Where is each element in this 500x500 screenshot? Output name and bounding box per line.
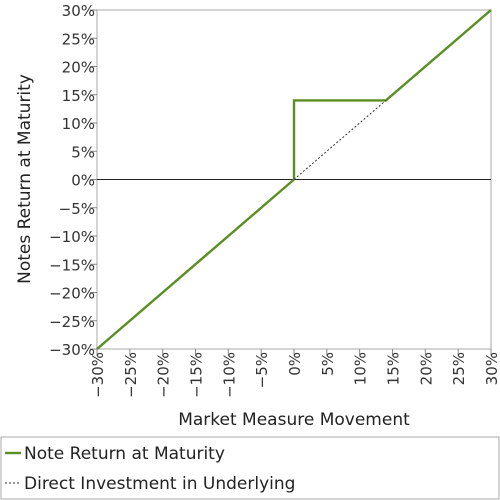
y-tick-label: 10% [62, 115, 95, 133]
x-tick-label: −20% [155, 352, 173, 398]
y-tick-label: −5% [59, 200, 95, 218]
series-layer [96, 9, 492, 350]
x-tick-label: 30% [483, 352, 500, 385]
axis-ticks: −30% −25% −20% −15% −10% −5% 0% 5% 10% 15% 20% 25% 3… [49, 2, 500, 398]
x-tick-label: 25% [450, 352, 468, 385]
x-tick-label: −15% [188, 352, 206, 398]
y-tick-label: 5% [71, 143, 95, 161]
y-axis-title: Notes Return at Maturity [15, 74, 35, 284]
x-tick-label: −5% [253, 352, 271, 388]
y-tick-label: 15% [62, 87, 95, 105]
y-tick-label: −25% [49, 313, 95, 331]
y-tick-label: −20% [49, 285, 95, 303]
x-tick-label: −30% [89, 352, 107, 398]
legend-label-note-return: Note Return at Maturity [24, 444, 225, 464]
legend-box [0, 436, 500, 500]
y-tick-label: −10% [49, 228, 95, 246]
series-line-direct-investment [293, 100, 387, 180]
y-tick-label: 0% [71, 172, 95, 190]
x-tick-label: 20% [417, 352, 435, 385]
x-tick-label: 5% [319, 352, 337, 376]
y-tick-label: 30% [62, 2, 95, 20]
x-tick-label: 15% [385, 352, 403, 385]
legend-label-direct-investment: Direct Investment in Underlying [24, 474, 295, 494]
x-tick-label: −10% [220, 352, 238, 398]
y-tick-label: −15% [49, 256, 95, 274]
x-axis-title: Market Measure Movement [178, 410, 410, 430]
y-tick-label: 20% [62, 59, 95, 77]
y-tick-label: −30% [49, 341, 95, 359]
x-tick-label: −25% [122, 352, 140, 398]
x-tick-label: 10% [352, 352, 370, 385]
y-tick-label: 25% [62, 30, 95, 48]
x-tick-label: 0% [286, 352, 304, 376]
series-line-note-return [96, 9, 492, 350]
